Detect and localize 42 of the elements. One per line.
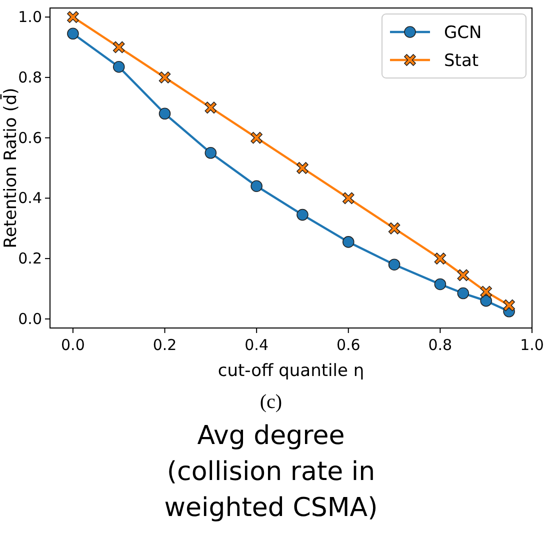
point xyxy=(388,222,400,234)
y-tick-label: 0.6 xyxy=(18,128,42,147)
point xyxy=(112,41,125,54)
x-tick-label: 0.8 xyxy=(428,336,452,354)
point xyxy=(434,278,446,290)
text: weighted CSMA) xyxy=(164,493,378,523)
text: (collision rate in xyxy=(166,457,376,487)
y-tick-label: 0.4 xyxy=(18,189,42,208)
point xyxy=(296,162,308,174)
y-tick-label: 0.8 xyxy=(18,68,42,86)
legend-label: GCN xyxy=(444,23,482,43)
point xyxy=(67,28,79,40)
legend-label: Stat xyxy=(444,51,479,71)
x-tick-label: 1.0 xyxy=(520,336,544,354)
y-tick-label: 0.0 xyxy=(18,310,42,328)
text: Avg degree xyxy=(197,421,345,451)
point xyxy=(503,299,515,312)
point xyxy=(388,258,400,271)
point xyxy=(112,60,125,73)
x-tick-label: 0.6 xyxy=(336,336,360,354)
x-tick-label: 0.2 xyxy=(152,336,177,354)
x-axis-title: cut-off quantile η xyxy=(218,361,364,381)
point xyxy=(296,208,308,221)
point xyxy=(250,180,262,192)
x-tick-label: 0.4 xyxy=(244,336,268,354)
x-tick-label: 0.0 xyxy=(61,336,85,354)
point xyxy=(342,192,354,204)
point xyxy=(250,132,262,144)
point xyxy=(158,72,171,84)
point xyxy=(480,294,492,307)
text: (c) xyxy=(260,391,282,413)
point xyxy=(204,102,217,114)
point xyxy=(204,147,217,159)
point xyxy=(457,269,470,282)
point xyxy=(158,108,171,120)
point xyxy=(67,11,79,23)
point xyxy=(434,252,446,264)
point xyxy=(480,286,492,298)
y-tick-label: 0.2 xyxy=(18,250,42,268)
point xyxy=(457,287,470,300)
point xyxy=(342,236,354,248)
y-tick-label: 1.0 xyxy=(18,8,42,26)
